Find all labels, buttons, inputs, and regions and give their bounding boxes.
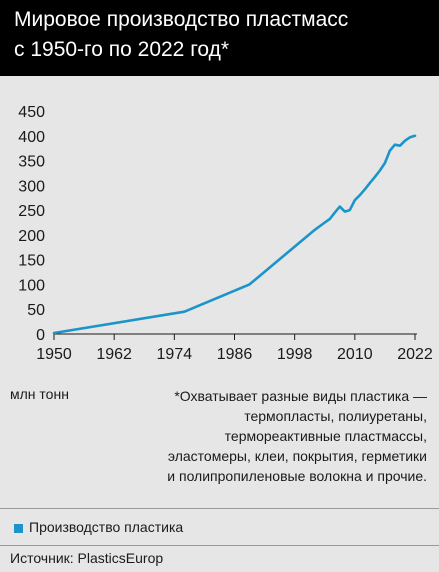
x-tick-label: 1962	[96, 346, 132, 363]
y-tick-label: 450	[18, 104, 45, 121]
x-tick-label: 1998	[277, 346, 313, 363]
legend-swatch	[14, 524, 23, 533]
x-tick-label: 1986	[217, 346, 253, 363]
footnote-line: эластомеры, клеи, покрытия, герметики	[167, 448, 427, 464]
legend: Производство пластика	[0, 508, 439, 546]
footnote-line: *Охватывает разные виды пластика —	[174, 388, 427, 404]
y-tick-label: 300	[18, 178, 45, 195]
footnote-line: термопласты, полиуретаны,	[244, 408, 427, 424]
x-tick-label: 1950	[36, 346, 72, 363]
line-chart: 0 50 100 150 200 250 300 350 400 450 1950 1962 1974…	[18, 104, 433, 363]
x-axis-ticks: 1950 1962 1974 1986 1998 2010 2022	[36, 334, 433, 363]
y-tick-label: 0	[36, 327, 45, 344]
legend-label: Производство пластика	[29, 519, 184, 535]
unit-label: млн тонн	[10, 386, 69, 402]
footnote: *Охватывает разные виды пластика — термо…	[127, 386, 427, 486]
series-line	[52, 134, 417, 335]
y-tick-label: 100	[18, 277, 45, 294]
y-axis-ticks: 0 50 100 150 200 250 300 350 400 450	[18, 104, 45, 344]
source-note: Источник: PlasticsEurop	[10, 550, 164, 566]
x-tick-label: 2010	[337, 346, 373, 363]
x-tick-label: 1974	[157, 346, 193, 363]
y-tick-label: 400	[18, 129, 45, 146]
y-tick-label: 50	[27, 302, 45, 319]
chart-title-line-2: с 1950-го по 2022 год*	[14, 38, 230, 61]
x-tick-label: 2022	[397, 346, 433, 363]
footnote-line: термореактивные пластмассы,	[224, 428, 427, 444]
y-tick-label: 150	[18, 253, 45, 270]
chart-title-line-1: Мировое производство пластмасс	[14, 8, 349, 31]
footnote-line: и полипропиленовые волокна и прочие.	[167, 468, 427, 484]
y-tick-label: 350	[18, 154, 45, 171]
series-group	[52, 134, 417, 335]
title-bar: Мировое производство пластмасс с 1950-го…	[0, 0, 439, 76]
y-tick-label: 250	[18, 203, 45, 220]
y-tick-label: 200	[18, 228, 45, 245]
